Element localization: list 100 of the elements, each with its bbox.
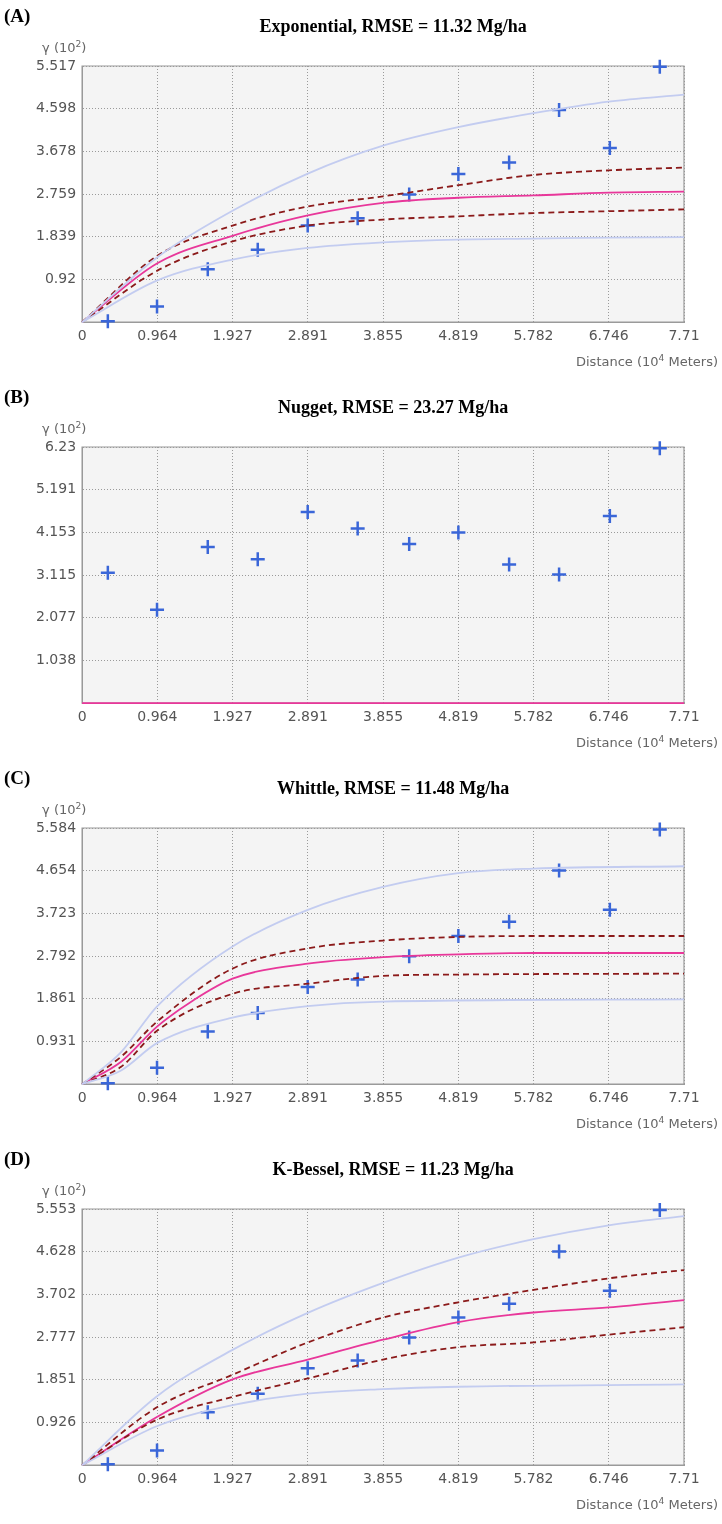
point xyxy=(199,261,217,278)
x-tick-label: 3.855 xyxy=(362,1089,404,1106)
y-tick-label: 6.23 xyxy=(44,437,77,454)
x-tick-label: 5.782 xyxy=(513,1089,554,1106)
x-tick-label: 3.855 xyxy=(362,327,404,344)
point xyxy=(148,601,166,619)
point xyxy=(249,241,266,259)
point xyxy=(199,1023,217,1040)
y-tick-label: 5.553 xyxy=(35,1199,77,1216)
point xyxy=(99,1075,117,1092)
point xyxy=(99,313,117,330)
point xyxy=(299,503,316,521)
x-tick-label: 6.746 xyxy=(588,327,629,344)
point xyxy=(400,186,418,203)
x-tick-label: 4.819 xyxy=(438,708,479,725)
x-tick-label: 0 xyxy=(77,1470,87,1487)
x-tick-label: 4.819 xyxy=(438,1089,479,1106)
text: (A) xyxy=(4,5,31,27)
y-tick-label: 3.702 xyxy=(35,1285,77,1302)
point xyxy=(601,1282,619,1300)
point xyxy=(148,1059,166,1076)
x-tick-label: 0 xyxy=(77,708,87,725)
x-tick-label: 7.71 xyxy=(668,327,700,344)
point xyxy=(500,1295,518,1312)
y-tick-label: 2.759 xyxy=(35,184,77,201)
x-tick-label: 7.71 xyxy=(668,708,700,725)
y-tick-label: 4.654 xyxy=(35,861,77,878)
y-tick-label: 1.038 xyxy=(35,651,77,668)
x-tick-label: 6.746 xyxy=(588,1470,629,1487)
chart-title: K-Bessel, RMSE = 11.23 Mg/ha xyxy=(272,1159,514,1179)
point xyxy=(349,209,366,227)
point xyxy=(651,58,669,76)
y-tick-label: 2.777 xyxy=(35,1327,77,1344)
point xyxy=(99,1456,117,1473)
point xyxy=(651,821,669,838)
x-tick-label: 1.927 xyxy=(212,1470,253,1487)
x-tick-label: 0.964 xyxy=(137,1470,178,1487)
x-tick-label: 4.819 xyxy=(438,327,479,344)
point xyxy=(349,1352,366,1369)
x-tick-label: 5.782 xyxy=(513,327,554,344)
x-tick-label: 5.782 xyxy=(513,708,554,725)
point xyxy=(249,551,266,568)
x-tick-label: 6.746 xyxy=(588,1089,629,1106)
point xyxy=(199,538,217,556)
x-tick-label: 1.927 xyxy=(212,1089,253,1106)
text: (D) xyxy=(4,1148,31,1170)
y-tick-label: 3.678 xyxy=(35,142,77,159)
point xyxy=(400,535,418,553)
point xyxy=(500,913,518,931)
point xyxy=(500,154,518,171)
x-tick-label: 0 xyxy=(77,1089,87,1106)
x-tick-label: 1.927 xyxy=(212,327,253,344)
point xyxy=(601,901,619,919)
y-tick-label: 4.628 xyxy=(35,1242,77,1259)
x-tick-label: 3.855 xyxy=(362,708,404,725)
y-tick-label: 0.92 xyxy=(44,270,77,287)
x-tick-label: 7.71 xyxy=(668,1470,700,1487)
y-tick-label: 1.851 xyxy=(35,1370,77,1387)
y-tick-label: 2.792 xyxy=(35,946,77,963)
y-tick-label: 4.598 xyxy=(35,99,77,116)
y-tick-label: 2.077 xyxy=(35,608,77,625)
x-tick-label: 2.891 xyxy=(287,327,328,344)
point xyxy=(651,439,669,457)
x-tick-label: 0.964 xyxy=(137,708,178,725)
y-tick-label: 0.931 xyxy=(35,1032,77,1049)
point xyxy=(500,556,518,573)
x-tick-label: 2.891 xyxy=(287,1089,328,1106)
point xyxy=(349,520,366,537)
x-tick-label: 0.964 xyxy=(137,327,178,344)
x-tick-label: 3.855 xyxy=(362,1470,404,1487)
point xyxy=(400,1329,418,1346)
x-tick-label: 6.746 xyxy=(588,708,629,725)
y-tick-label: 3.115 xyxy=(35,565,77,582)
point xyxy=(299,978,316,996)
x-tick-label: 0.964 xyxy=(137,1089,178,1106)
x-tick-label: 0 xyxy=(77,327,87,344)
point xyxy=(148,1442,166,1459)
text: (C) xyxy=(4,767,31,789)
x-tick-label: 5.782 xyxy=(513,1470,554,1487)
point xyxy=(450,524,467,541)
point xyxy=(651,1201,669,1219)
chart-title: Whittle, RMSE = 11.48 Mg/ha xyxy=(276,778,510,798)
point xyxy=(601,139,619,157)
x-tick-label: 7.71 xyxy=(668,1089,700,1106)
y-tick-label: 1.839 xyxy=(35,227,77,244)
y-tick-label: 3.723 xyxy=(35,904,77,921)
y-tick-label: 4.153 xyxy=(35,523,77,540)
chart-title: Nugget, RMSE = 23.27 Mg/ha xyxy=(277,397,509,417)
x-tick-label: 2.891 xyxy=(287,1470,328,1487)
point xyxy=(249,1385,266,1402)
point xyxy=(601,507,619,525)
chart-title: Exponential, RMSE = 11.32 Mg/ha xyxy=(259,16,527,36)
x-tick-label: 1.927 xyxy=(212,708,253,725)
x-tick-label: 2.891 xyxy=(287,708,328,725)
y-tick-label: 1.861 xyxy=(35,989,77,1006)
point xyxy=(349,971,366,988)
y-tick-label: 5.191 xyxy=(35,480,77,497)
text: (B) xyxy=(4,386,30,408)
point xyxy=(299,1360,316,1377)
point xyxy=(450,165,467,183)
